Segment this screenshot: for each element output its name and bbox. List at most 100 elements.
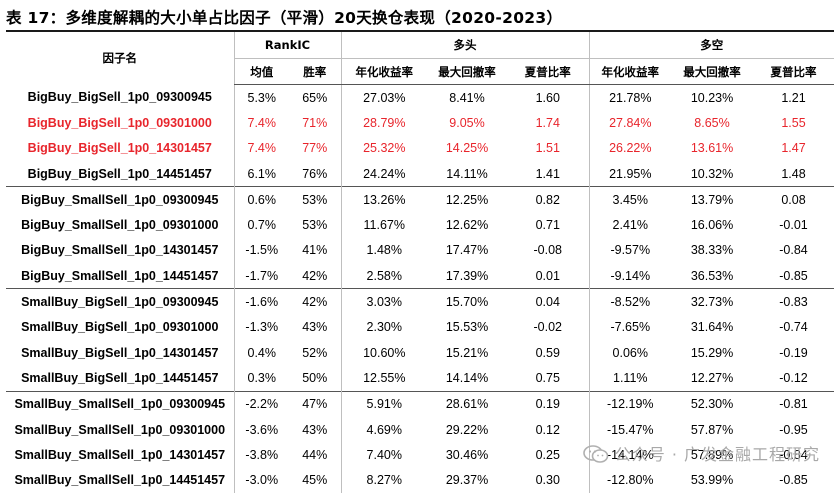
value-cell: 8.27% [340, 467, 428, 493]
value-cell: 1.11% [588, 365, 672, 392]
value-cell: 2.58% [340, 263, 428, 289]
value-cell: 0.3% [233, 365, 289, 392]
value-cell: -0.81 [753, 390, 834, 417]
subcol-header: 均值 [233, 58, 289, 85]
value-cell: -0.12 [779, 370, 808, 385]
value-cell: -8.52% [588, 288, 672, 315]
value-cell: 2.41% [588, 212, 672, 238]
value-cell: 36.53% [690, 268, 734, 283]
value-cell: 13.61% [690, 141, 734, 156]
value-cell: -0.02 [533, 320, 563, 335]
value-cell: 0.4% [233, 339, 289, 366]
value-cell: 28.79% [340, 110, 428, 136]
table-body: BigBuy_BigSell_1p0_09300945 5.3% 65% 27.03%… [6, 84, 834, 493]
value-cell: 7.4% [233, 110, 289, 136]
value-cell: 9.05% [449, 115, 485, 130]
value-cell: 3.03% [340, 288, 428, 315]
value-cell: -0.84 [779, 447, 808, 462]
value-cell: 1.55 [781, 115, 806, 130]
subcol-header: 年化收益率 [340, 58, 428, 85]
value-cell: 44% [302, 447, 328, 462]
value-cell: 15.29% [690, 345, 734, 360]
value-cell: 50% [302, 370, 328, 385]
value-cell: 38.33% [690, 243, 734, 258]
value-cell: 15.53% [445, 320, 489, 335]
table-row: SmallBuy_BigSell_1p0_09300945 -1.6% 42% 3.0… [6, 288, 834, 315]
value-cell: -7.65% [588, 314, 672, 340]
value-cell: 24.24% [340, 160, 428, 187]
value-cell: 77% [302, 141, 328, 156]
table-row: SmallBuy_SmallSell_1p0_09301000 -3.6% 43% 4… [6, 416, 834, 443]
value-cell: 0.75 [535, 370, 560, 385]
value-cell: 1.21 [781, 90, 806, 105]
value-cell: 43% [302, 422, 328, 437]
subcol-header: 夏普比率 [753, 58, 834, 85]
factor-name-cell: SmallBuy_SmallSell_1p0_14301457 [14, 447, 226, 462]
value-cell: 1.47 [781, 141, 806, 156]
value-cell: -15.47% [588, 416, 672, 443]
value-cell: 0.12 [535, 422, 560, 437]
value-cell: 53% [289, 186, 342, 213]
subcol-header: 最大回撤率 [427, 58, 508, 85]
value-cell: 0.19 [507, 390, 590, 417]
value-cell: 0.01 [535, 268, 560, 283]
value-cell: -1.3% [233, 314, 289, 340]
value-cell: 12.25% [427, 186, 508, 213]
subcol-header: 最大回撤率 [671, 58, 754, 85]
table-row: SmallBuy_SmallSell_1p0_14301457 -3.8% 44% 7… [6, 442, 834, 468]
table-row: BigBuy_BigSell_1p0_14301457 7.4% 77% 25.32%… [6, 135, 834, 161]
subcol-header: 夏普比率 [507, 58, 590, 85]
value-cell: 52% [302, 345, 328, 360]
value-cell: 28.61% [427, 390, 508, 417]
value-cell: 13.79% [671, 186, 754, 213]
value-cell: 7.4% [233, 135, 289, 161]
value-cell: -1.6% [233, 288, 289, 315]
table-row: SmallBuy_SmallSell_1p0_09300945 -2.2% 47% 5… [6, 390, 834, 417]
value-cell: -0.83 [753, 288, 834, 315]
value-cell: 2.30% [340, 314, 428, 340]
value-cell: 25.32% [340, 135, 428, 161]
factor-name-cell: BigBuy_SmallSell_1p0_14301457 [21, 243, 219, 258]
table-row: BigBuy_BigSell_1p0_14451457 6.1% 76% 24.24%… [6, 160, 834, 187]
factor-name-cell: SmallBuy_SmallSell_1p0_14451457 [14, 473, 226, 488]
subcol-header: 年化收益率 [588, 58, 672, 85]
subcol-header: 胜率 [289, 58, 342, 85]
value-cell: 53% [302, 218, 328, 233]
factor-name-cell: SmallBuy_BigSell_1p0_14451457 [21, 370, 219, 385]
factor-name-cell: BigBuy_BigSell_1p0_09300945 [27, 90, 212, 105]
value-cell: 47% [289, 390, 342, 417]
value-cell: -0.19 [779, 345, 808, 360]
group-header-long-short: 多空 [588, 32, 834, 59]
value-cell: 3.45% [588, 186, 672, 213]
value-cell: 21.95% [588, 160, 672, 187]
table-row: BigBuy_SmallSell_1p0_09300945 0.6% 53% 13.2… [6, 186, 834, 213]
value-cell: 1.51 [535, 141, 560, 156]
value-cell: -3.0% [233, 467, 289, 493]
factor-name-cell: BigBuy_SmallSell_1p0_09300945 [6, 186, 234, 213]
value-cell: 10.23% [690, 90, 734, 105]
group-header-rankic: RankIC [233, 32, 342, 59]
watermark-text: 公众号 · 广发金融工程研究 [614, 445, 820, 464]
value-cell: 76% [302, 166, 328, 181]
value-cell: 71% [302, 115, 328, 130]
value-cell: 13.26% [340, 186, 428, 213]
table-title: 表 17：多维度解耦的大小单占比因子（平滑）20天换仓表现（2020-2023） [6, 9, 563, 27]
table-row: BigBuy_SmallSell_1p0_14301457 -1.5% 41% 1.4… [6, 237, 834, 264]
value-cell: 45% [302, 473, 328, 488]
value-cell: 52.30% [671, 390, 754, 417]
value-cell: 8.41% [449, 90, 485, 105]
table-row: SmallBuy_BigSell_1p0_14451457 0.3% 50% 12.5… [6, 365, 834, 392]
value-cell: 43% [302, 320, 328, 335]
factor-name-cell: BigBuy_BigSell_1p0_14301457 [27, 141, 212, 156]
factor-name-cell: BigBuy_SmallSell_1p0_09301000 [21, 218, 219, 233]
value-cell: 29.22% [445, 422, 489, 437]
value-cell: -0.08 [533, 243, 563, 258]
value-cell: 0.04 [507, 288, 590, 315]
value-cell: 14.25% [445, 141, 489, 156]
value-cell: 0.7% [233, 212, 289, 238]
value-cell: -0.95 [779, 422, 808, 437]
group-header-long: 多头 [340, 32, 590, 59]
value-cell: 57.89% [690, 447, 734, 462]
table-row: BigBuy_BigSell_1p0_09300945 5.3% 65% 27.03%… [6, 84, 834, 111]
watermark: 公众号 · 广发金融工程研究 [582, 441, 820, 465]
